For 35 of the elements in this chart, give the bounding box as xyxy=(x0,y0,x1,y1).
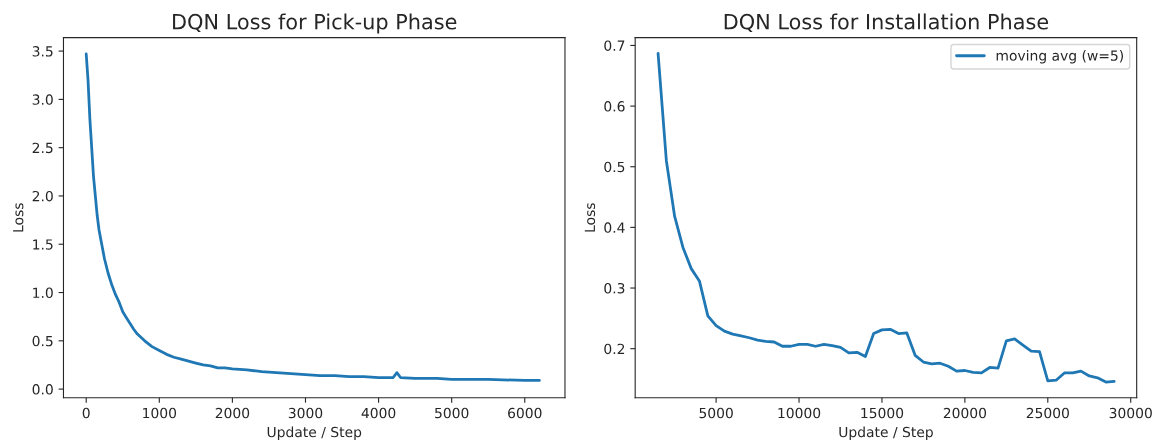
y-axis-title: Loss xyxy=(584,203,596,232)
legend-label: moving avg (w=5) xyxy=(996,50,1123,64)
x-tick-label: 4000 xyxy=(361,407,396,419)
y-tick-label: 0.4 xyxy=(604,222,625,233)
y-tick-label: 3.5 xyxy=(32,46,53,57)
y-tick-label: 1.5 xyxy=(33,239,53,250)
x-tick-label: 20000 xyxy=(943,407,987,419)
x-tick-label: 5000 xyxy=(699,407,733,419)
y-tick-label: 1.0 xyxy=(33,287,53,299)
chart-title: DQN Loss for Installation Phase xyxy=(724,13,1049,32)
x-tick-label: 25000 xyxy=(1026,407,1069,419)
y-tick-label: 0.6 xyxy=(604,101,625,112)
x-tick-label: 0 xyxy=(82,407,90,419)
x-axis-title: Update / Step xyxy=(267,426,362,440)
line-series xyxy=(84,52,541,382)
y-tick-label: 0.7 xyxy=(604,40,625,51)
y-tick-label: 0.5 xyxy=(604,161,625,173)
chart-title: DQN Loss for Pick-up Phase xyxy=(173,13,457,34)
x-tick-label: 3000 xyxy=(288,407,323,419)
x-tick-label: 30000 xyxy=(1109,407,1152,419)
y-tick-label: 3.0 xyxy=(32,94,53,105)
y-axis-title: Loss xyxy=(13,203,24,232)
x-axis-title: Update / Step xyxy=(839,426,933,440)
x-tick-label: 1000 xyxy=(143,407,177,419)
y-tick-label: 0.3 xyxy=(604,283,625,294)
y-tick-label: 0.2 xyxy=(604,343,625,355)
x-tick-label: 10000 xyxy=(778,407,821,419)
x-tick-label: 2000 xyxy=(215,407,250,419)
y-tick-label: 0.0 xyxy=(32,384,53,395)
x-tick-label: 6000 xyxy=(508,407,542,419)
y-tick-label: 2.5 xyxy=(32,142,53,154)
y-tick-label: 0.5 xyxy=(32,335,53,347)
x-tick-label: 15000 xyxy=(861,407,904,419)
y-tick-label: 2.0 xyxy=(32,190,53,202)
x-tick-label: 5000 xyxy=(435,407,469,419)
